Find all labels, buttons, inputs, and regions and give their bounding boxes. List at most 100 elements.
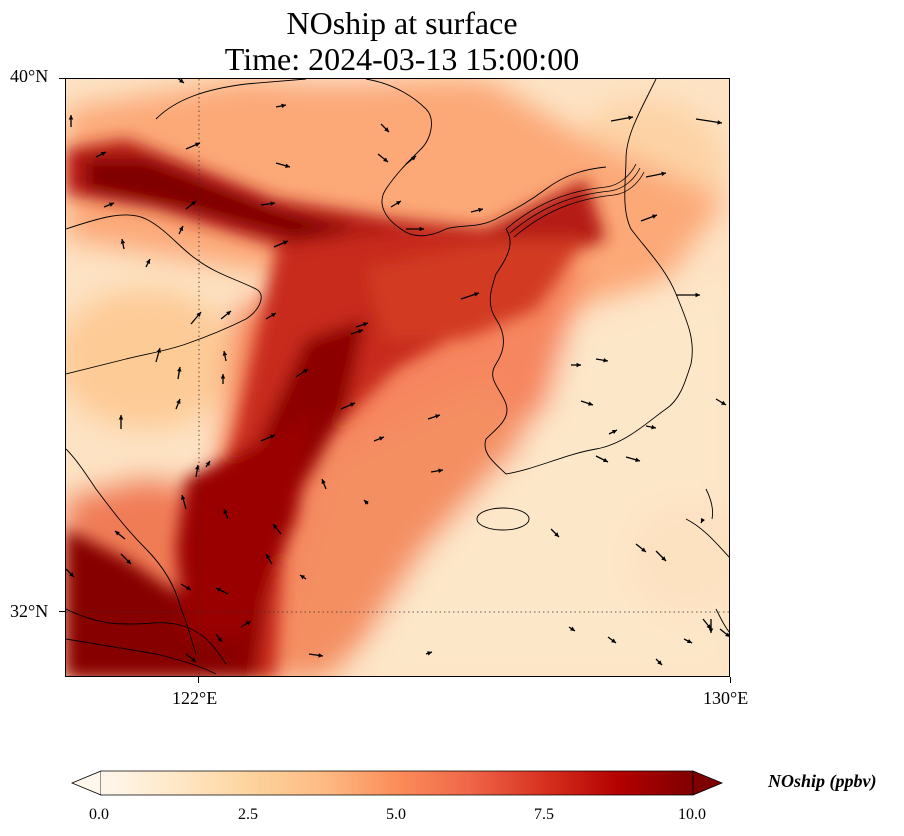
lat-tick-label: 40°N [10,66,49,86]
wind-arrow-head [721,400,726,405]
wind-arrow-head [120,239,126,244]
chart-title-line1: NOship at surface [286,5,518,41]
colorbar-max-extend [692,770,724,796]
wind-arrow-head [156,348,161,353]
wind-arrow-head [363,322,368,327]
wind-arrow-head [285,163,290,168]
gridlines [66,79,729,676]
wind-arrow-head [661,556,666,561]
wind-arrow-head [576,362,581,368]
wind-arrow-head [217,637,222,642]
wind-arrow-head [195,465,200,470]
wind-arrow-head [652,214,657,219]
colorbar-tick-label: 0.0 [89,806,109,823]
wind-arrow-head [226,311,231,316]
wind-arrow-head [216,587,221,593]
wind-arrow-head [657,660,662,665]
lon-tick-label: 130°E [703,688,749,708]
wind-arrow-head [101,151,106,157]
wind-arrow-head [196,312,201,317]
colorbar-min-extend [70,770,102,796]
wind-arrow-head [300,575,305,580]
lat-tick-mark [59,78,65,79]
wind-arrow-head [145,259,151,264]
wind-vectors [66,79,729,666]
wind-arrow-head [641,547,646,552]
coastlines [66,79,729,675]
wind-arrow-head [191,657,196,662]
wind-arrow-head [706,624,711,629]
wind-arrow-head [191,201,196,206]
lon-tick-label: 122°E [172,688,218,708]
wind-arrow-head [350,402,355,407]
wind-arrow-head [717,120,722,125]
wind-arrow-head [438,468,443,473]
wind-arrow-head [303,369,308,374]
wind-arrow-head [266,554,271,559]
lon-tick-mark [730,677,731,683]
wind-arrow-head [725,632,729,637]
wind-arrow-head [318,653,323,658]
lat-tick-mark [59,611,65,612]
wind-arrow-head [223,509,228,514]
colorbar-gradient [101,771,693,795]
colorbar-tick-label: 2.5 [238,806,258,823]
colorbar [70,770,724,796]
wind-arrow-head [222,351,228,356]
colorbar-title: NOship (ppbv) [768,771,877,791]
wind-arrow-head [115,531,120,536]
wind-arrow-head [109,202,114,207]
wind-arrow-head [628,115,633,121]
wind-arrow-head [651,424,656,430]
wind-arrow-head [205,461,210,466]
colorbar-tick-label: 7.5 [534,806,554,823]
wind-arrow-head [383,157,388,162]
wind-arrow-head [700,518,706,523]
wind-arrow-head [195,142,200,147]
wind-arrow-head [176,399,181,404]
wind-arrow-head [126,559,131,564]
wind-arrow-head [270,201,275,206]
colorbar-tick-label: 10.0 [678,806,706,823]
wind-arrow-head [708,628,714,633]
wind-arrow-head [411,156,416,161]
wind-arrow-head [396,201,401,206]
wind-arrow-head [379,436,384,441]
wind-arrow-head [474,292,479,297]
wind-arrow-head [603,457,608,463]
wind-arrow-head [179,79,184,83]
wind-arrow-head [68,115,74,120]
wind-arrow-head [181,495,186,500]
wind-arrow-head [419,226,424,232]
wind-arrow-head [358,329,363,334]
wind-arrow-head [186,585,191,590]
wind-arrow-head [69,572,74,577]
wind-arrow-head [570,626,575,631]
wind-arrow-head [246,621,251,626]
wind-arrow-head [118,415,124,420]
wind-arrow-head [588,401,593,406]
shipping-lane-field [66,139,606,676]
lon-tick-mark [198,677,199,683]
chart-title-line2: Time: 2024-03-13 15:00:00 [224,41,580,77]
map-plot-area [65,78,730,677]
wind-arrow-head [283,240,288,245]
wind-arrow-head [603,358,608,363]
wind-arrow-head [177,367,182,372]
wind-arrow-head [271,313,276,318]
wind-arrow-head [384,127,389,132]
wind-arrow-head [321,479,326,484]
wind-arrow-head [478,207,483,213]
wind-arrow-head [695,292,700,298]
wind-arrow-head [554,532,559,537]
wind-arrow-head [364,500,369,505]
lat-tick-label: 32°N [10,601,49,621]
wind-arrow-head [270,434,275,439]
concentration-map [66,79,729,676]
wind-arrow-head [427,651,432,656]
wind-arrow-head [435,414,440,419]
wind-arrow-head [612,429,617,435]
wind-arrow-head [281,103,286,109]
wind-arrow-head [178,226,184,231]
wind-arrow-head [273,524,278,529]
